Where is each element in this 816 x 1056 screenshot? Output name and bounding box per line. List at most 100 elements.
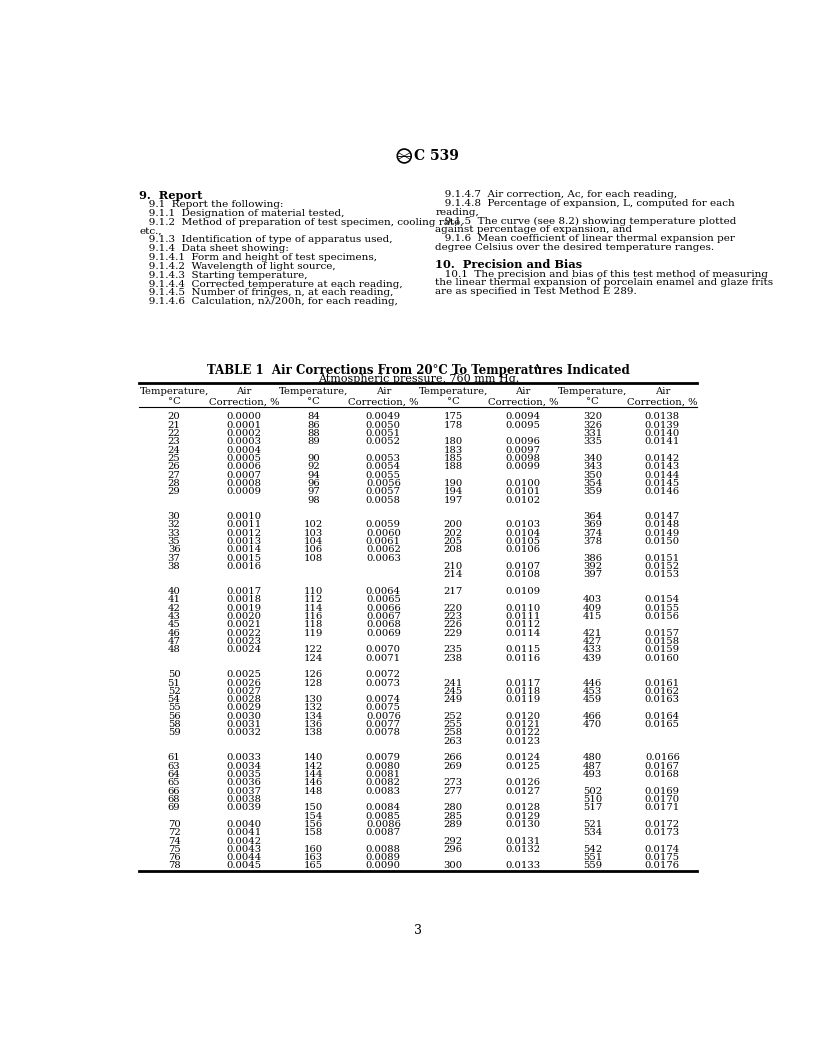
Text: 0.0040: 0.0040 (226, 819, 261, 829)
Text: 158: 158 (304, 828, 323, 837)
Text: 0.0081: 0.0081 (366, 770, 401, 779)
Text: 226: 226 (444, 620, 463, 629)
Text: 140: 140 (304, 753, 323, 762)
Text: 0.0009: 0.0009 (226, 487, 261, 496)
Text: 0.0148: 0.0148 (645, 521, 680, 529)
Text: 0.0084: 0.0084 (366, 804, 401, 812)
Text: 84: 84 (307, 413, 320, 421)
Text: 0.0166: 0.0166 (645, 753, 680, 762)
Text: 0.0004: 0.0004 (226, 446, 261, 455)
Text: 0.0159: 0.0159 (645, 645, 680, 655)
Text: 0.0138: 0.0138 (645, 413, 680, 421)
Text: 102: 102 (304, 521, 323, 529)
Text: 0.0058: 0.0058 (366, 495, 401, 505)
Text: 289: 289 (444, 819, 463, 829)
Text: 0.0139: 0.0139 (645, 420, 680, 430)
Text: 0.0160: 0.0160 (645, 654, 680, 662)
Text: 9.1.4.7  Air correction, Ac, for each reading,: 9.1.4.7 Air correction, Ac, for each rea… (435, 190, 677, 199)
Text: 0.0072: 0.0072 (366, 671, 401, 679)
Text: 0.0012: 0.0012 (226, 529, 261, 538)
Text: 0.0143: 0.0143 (645, 463, 680, 471)
Text: 0.0069: 0.0069 (366, 628, 401, 638)
Text: 0.0043: 0.0043 (226, 845, 261, 854)
Text: 9.1.1  Designation of material tested,: 9.1.1 Designation of material tested, (140, 209, 344, 218)
Text: 0.0150: 0.0150 (645, 538, 680, 546)
Text: 98: 98 (307, 495, 320, 505)
Text: 78: 78 (168, 862, 180, 870)
Text: TABLE 1  Air Corrections From 20°C To Temperatures Indicated: TABLE 1 Air Corrections From 20°C To Tem… (206, 364, 630, 377)
Text: 0.0125: 0.0125 (505, 761, 540, 771)
Text: 75: 75 (168, 845, 180, 854)
Text: 0.0146: 0.0146 (645, 487, 680, 496)
Text: 0.0055: 0.0055 (366, 471, 401, 479)
Text: 258: 258 (444, 729, 463, 737)
Text: 0.0099: 0.0099 (505, 463, 540, 471)
Text: Atmospheric pressure, 760 mm Hg.: Atmospheric pressure, 760 mm Hg. (317, 374, 519, 384)
Text: 205: 205 (444, 538, 463, 546)
Text: 9.1.4.3  Starting temperature,: 9.1.4.3 Starting temperature, (140, 270, 308, 280)
Text: 0.0096: 0.0096 (505, 437, 540, 447)
Text: 0.0173: 0.0173 (645, 828, 680, 837)
Text: 510: 510 (583, 795, 602, 804)
Text: 0.0025: 0.0025 (226, 671, 261, 679)
Text: 0.0032: 0.0032 (226, 729, 261, 737)
Text: Air
Correction, %: Air Correction, % (627, 386, 698, 407)
Text: 65: 65 (168, 778, 180, 788)
Text: 0.0172: 0.0172 (645, 819, 680, 829)
Text: 0.0115: 0.0115 (505, 645, 540, 655)
Text: 9.1.3  Identification of type of apparatus used,: 9.1.3 Identification of type of apparatu… (140, 235, 392, 244)
Text: 88: 88 (307, 429, 320, 438)
Text: 106: 106 (304, 546, 323, 554)
Text: 0.0132: 0.0132 (505, 845, 540, 854)
Text: 43: 43 (167, 612, 180, 621)
Text: 551: 551 (583, 853, 602, 862)
Text: 0.0127: 0.0127 (505, 787, 540, 795)
Text: 35: 35 (168, 538, 180, 546)
Text: 30: 30 (168, 512, 180, 522)
Text: 0.0112: 0.0112 (505, 620, 540, 629)
Text: 47: 47 (167, 637, 180, 646)
Text: 94: 94 (307, 471, 320, 479)
Text: 223: 223 (444, 612, 463, 621)
Text: 0.0000: 0.0000 (226, 413, 261, 421)
Text: 0.0079: 0.0079 (366, 753, 401, 762)
Text: 480: 480 (583, 753, 602, 762)
Text: 0.0042: 0.0042 (226, 836, 261, 846)
Text: 217: 217 (443, 587, 463, 596)
Text: 343: 343 (583, 463, 602, 471)
Text: 0.0100: 0.0100 (505, 479, 540, 488)
Text: 42: 42 (167, 604, 180, 612)
Text: 0.0170: 0.0170 (645, 795, 680, 804)
Text: 110: 110 (304, 587, 323, 596)
Text: 235: 235 (444, 645, 463, 655)
Text: 208: 208 (444, 546, 463, 554)
Text: 86: 86 (308, 420, 320, 430)
Text: 0.0152: 0.0152 (645, 562, 680, 571)
Text: 59: 59 (168, 729, 180, 737)
Text: 0.0053: 0.0053 (366, 454, 401, 463)
Text: 397: 397 (583, 570, 602, 580)
Text: 0.0164: 0.0164 (645, 712, 680, 721)
Text: 0.0094: 0.0094 (505, 413, 540, 421)
Text: 0.0007: 0.0007 (226, 471, 261, 479)
Text: 0.0085: 0.0085 (366, 812, 401, 821)
Text: 46: 46 (168, 628, 180, 638)
Text: 0.0068: 0.0068 (366, 620, 401, 629)
Text: 386: 386 (583, 553, 602, 563)
Text: 0.0169: 0.0169 (645, 787, 680, 795)
Text: 128: 128 (304, 679, 323, 687)
Text: 64: 64 (168, 770, 180, 779)
Text: 138: 138 (304, 729, 323, 737)
Text: 273: 273 (444, 778, 463, 788)
Text: 0.0019: 0.0019 (226, 604, 261, 612)
Text: 40: 40 (167, 587, 180, 596)
Text: 148: 148 (304, 787, 323, 795)
Text: 26: 26 (168, 463, 180, 471)
Text: Air
Correction, %: Air Correction, % (348, 386, 419, 407)
Text: 0.0147: 0.0147 (645, 512, 680, 522)
Text: 0.0034: 0.0034 (226, 761, 261, 771)
Text: 23: 23 (168, 437, 180, 447)
Text: 249: 249 (443, 695, 463, 704)
Text: 10.  Precision and Bias: 10. Precision and Bias (435, 259, 583, 269)
Text: 0.0027: 0.0027 (226, 686, 261, 696)
